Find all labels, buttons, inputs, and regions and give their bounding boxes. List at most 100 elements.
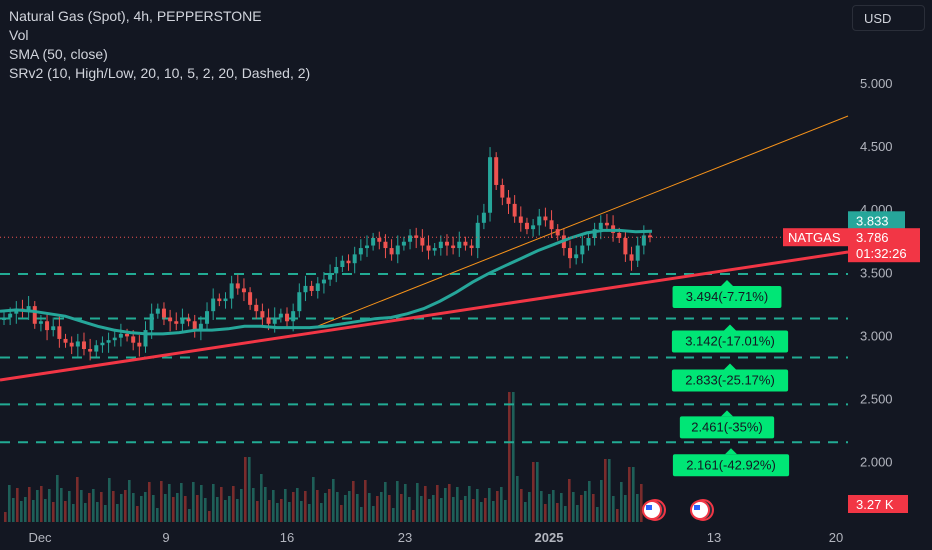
- candle-body: [291, 311, 296, 322]
- volume-bar: [172, 497, 175, 522]
- volume-bar: [476, 489, 479, 522]
- legend-volume[interactable]: Vol: [9, 27, 29, 43]
- currency-button[interactable]: USD: [852, 5, 925, 31]
- candle-body: [592, 229, 597, 238]
- legend-srv2[interactable]: SRv2 (10, High/Low, 20, 10, 5, 2, 20, Da…: [9, 65, 311, 81]
- volume-bar: [552, 490, 555, 522]
- volume-bar: [372, 506, 375, 522]
- candle-body: [500, 184, 505, 198]
- volume-bar: [560, 493, 563, 522]
- volume-bars: [4, 392, 643, 522]
- volume-bar: [616, 509, 619, 522]
- volume-bar: [564, 506, 567, 522]
- candle-body: [604, 222, 609, 226]
- candle-body: [248, 292, 253, 305]
- candle-body: [451, 245, 456, 249]
- volume-bar: [396, 481, 399, 522]
- time-axis[interactable]: Dec 9 16 23 2025 13 20: [28, 530, 843, 545]
- volume-bar: [196, 495, 199, 522]
- event-icons[interactable]: [642, 499, 714, 521]
- volume-bar: [384, 482, 387, 522]
- volume-bar: [612, 496, 615, 522]
- rising-trendline[interactable]: [0, 250, 849, 382]
- volume-bar: [268, 500, 271, 522]
- volume-bar: [48, 489, 51, 522]
- volume-bar: [112, 491, 115, 522]
- candle-body: [131, 336, 136, 343]
- candle-body: [635, 245, 640, 261]
- volume-bar: [256, 501, 259, 522]
- candle-body: [531, 225, 536, 230]
- y-tick-label: 4.500: [860, 139, 893, 154]
- volume-bar: [184, 496, 187, 522]
- candle-body: [598, 222, 603, 230]
- legend-sma[interactable]: SMA (50, close): [9, 46, 108, 62]
- candle-body: [629, 254, 634, 261]
- candle-body: [315, 283, 320, 291]
- candle-body: [278, 313, 283, 318]
- volume-bar: [68, 491, 71, 522]
- countdown-text: 01:32:26: [856, 246, 907, 261]
- candle-body: [229, 283, 234, 299]
- volume-bar: [496, 491, 499, 522]
- candle-body: [580, 245, 585, 255]
- legend-title[interactable]: Natural Gas (Spot), 4h, PEPPERSTONE: [9, 8, 262, 24]
- volume-bar: [596, 507, 599, 522]
- sma-price-tag: [848, 211, 905, 230]
- volume-bar: [120, 494, 123, 522]
- candle-body: [512, 203, 517, 217]
- volume-bar: [508, 392, 511, 522]
- volume-tag: [848, 495, 908, 513]
- volume-bar: [588, 481, 591, 522]
- candlesticks[interactable]: [2, 147, 652, 361]
- volume-bar: [408, 497, 411, 522]
- candle-body: [32, 306, 37, 324]
- candle-body: [506, 197, 511, 204]
- candle-body: [401, 241, 406, 246]
- volume-bar: [44, 499, 47, 522]
- x-tick-label: 13: [707, 530, 721, 545]
- candle-body: [266, 317, 271, 324]
- volume-bar: [252, 488, 255, 522]
- candle-body: [309, 285, 314, 291]
- sma-price-text: 3.833: [856, 213, 889, 228]
- support-label-box: [671, 330, 789, 353]
- volume-bar: [164, 494, 167, 522]
- candle-body: [586, 237, 591, 246]
- volume-bar: [116, 504, 119, 522]
- volume-bar: [200, 485, 203, 522]
- support-label-arrow: [721, 280, 733, 287]
- volume-bar: [540, 491, 543, 522]
- volume-bar: [12, 498, 15, 522]
- support-label-arrow: [724, 324, 736, 331]
- candle-body: [358, 248, 363, 255]
- volume-bar: [632, 467, 635, 522]
- volume-bar: [480, 502, 483, 522]
- candle-body: [88, 349, 93, 352]
- volume-bar: [528, 492, 531, 522]
- volume-bar: [308, 504, 311, 522]
- candle-body: [408, 235, 413, 242]
- volume-bar: [324, 493, 327, 522]
- volume-tag-text: 3.27 K: [856, 497, 894, 512]
- chart-legend: Natural Gas (Spot), 4h, PEPPERSTONE Vol …: [9, 7, 310, 83]
- candle-body: [568, 248, 573, 259]
- candle-body: [57, 326, 62, 339]
- volume-bar: [312, 477, 315, 522]
- candle-body: [641, 235, 646, 246]
- candle-body: [254, 304, 259, 312]
- channel-line[interactable]: [317, 115, 849, 327]
- candle-body: [217, 298, 222, 302]
- trendlines[interactable]: [0, 115, 849, 382]
- volume-bar: [260, 474, 263, 522]
- candle-body: [475, 222, 480, 249]
- volume-bar: [160, 481, 163, 522]
- volume-bar: [556, 503, 559, 522]
- volume-bar: [72, 504, 75, 522]
- candle-body: [549, 220, 554, 230]
- volume-bar: [376, 496, 379, 522]
- x-tick-label: 9: [162, 530, 169, 545]
